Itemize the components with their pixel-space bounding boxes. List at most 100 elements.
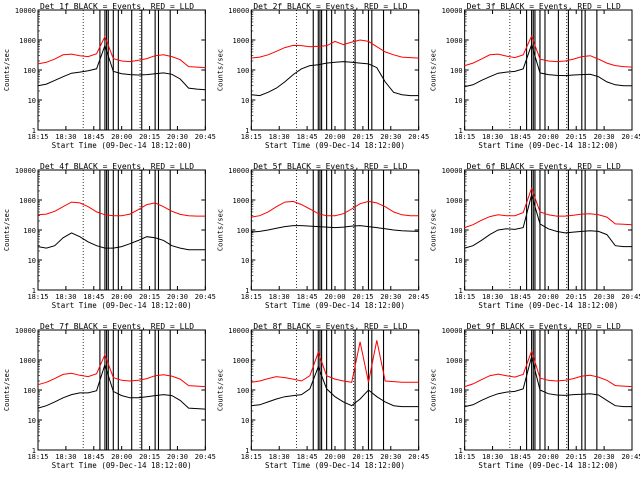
- y-tick-label: 1: [458, 287, 462, 295]
- y-tick-label: 10000: [442, 167, 463, 175]
- plot-frame: [250, 9, 420, 131]
- series-line-events: [37, 362, 206, 410]
- y-tick-label: 1: [32, 287, 36, 295]
- y-axis-label: Counts/sec: [430, 209, 438, 251]
- plot-title: Det 7f BLACK = Events, RED = LLD: [40, 322, 194, 331]
- y-tick-label: 100: [23, 67, 36, 75]
- y-tick-label: 10000: [228, 7, 249, 15]
- x-tick-label: 20:00: [324, 133, 345, 141]
- x-tick-label: 20:45: [408, 453, 429, 461]
- y-axis-label: Counts/sec: [216, 49, 224, 91]
- plot-frame: [464, 329, 633, 451]
- y-tick-label: 10: [28, 97, 36, 105]
- series-line-events: [464, 192, 632, 249]
- y-tick-label: 10: [454, 97, 462, 105]
- x-tick-label: 20:00: [111, 453, 132, 461]
- plot-panel-1: Det 1f BLACK = Events, RED = LLD 1 10 100 10…: [3, 2, 216, 150]
- plot-frame: [464, 169, 633, 291]
- y-tick-label: 100: [237, 227, 250, 235]
- x-tick-label: 18:15: [241, 453, 262, 461]
- y-tick-label: 1: [245, 447, 249, 455]
- y-tick-label: 1000: [232, 197, 249, 205]
- y-tick-label: 1000: [232, 37, 249, 45]
- series-line-lld: [251, 340, 419, 383]
- series-line-events: [37, 232, 206, 251]
- x-tick-label: 18:45: [83, 133, 104, 141]
- x-tick-label: 20:30: [380, 133, 401, 141]
- plot-title: Det 9f BLACK = Events, RED = LLD: [467, 322, 621, 331]
- x-tick-label: 20:15: [352, 293, 373, 301]
- y-tick-label: 100: [450, 67, 463, 75]
- x-tick-label: 18:15: [241, 293, 262, 301]
- y-tick-label: 10: [454, 257, 462, 265]
- x-tick-label: 20:45: [195, 133, 216, 141]
- x-tick-label: 20:00: [111, 293, 132, 301]
- series-line-events: [464, 42, 632, 88]
- y-tick-label: 10: [241, 257, 249, 265]
- plot-panel-3: Det 3f BLACK = Events, RED = LLD 1 10 100 10…: [430, 2, 640, 150]
- x-tick-label: 18:30: [55, 133, 76, 141]
- series-line-events: [251, 225, 419, 233]
- x-tick-label: 18:45: [510, 453, 531, 461]
- series-line-lld: [37, 353, 206, 388]
- x-axis-label: Start Time (09-Dec-14 18:12:00): [478, 301, 618, 310]
- x-tick-label: 18:45: [510, 293, 531, 301]
- x-tick-label: 18:15: [454, 293, 475, 301]
- x-tick-label: 20:15: [352, 453, 373, 461]
- y-axis-label: Counts/sec: [3, 49, 11, 91]
- x-tick-label: 20:00: [538, 133, 559, 141]
- x-tick-label: 20:30: [594, 293, 615, 301]
- y-tick-label: 1: [245, 287, 249, 295]
- x-tick-label: 18:45: [297, 133, 318, 141]
- x-tick-label: 20:45: [408, 293, 429, 301]
- plot-panel-7: Det 7f BLACK = Events, RED = LLD 1 10 100 10…: [3, 322, 216, 470]
- y-axis-label: Counts/sec: [3, 209, 11, 251]
- series-line-lld: [37, 201, 206, 217]
- y-tick-label: 10000: [228, 327, 249, 335]
- x-axis-label: Start Time (09-Dec-14 18:12:00): [265, 141, 405, 150]
- plot-panel-6: Det 6f BLACK = Events, RED = LLD 1 10 100 10…: [430, 162, 640, 310]
- x-axis-label: Start Time (09-Dec-14 18:12:00): [52, 301, 192, 310]
- x-tick-label: 20:15: [139, 453, 160, 461]
- x-tick-label: 20:15: [139, 293, 160, 301]
- x-tick-label: 20:30: [167, 133, 188, 141]
- x-tick-label: 18:30: [482, 133, 503, 141]
- y-tick-label: 10000: [15, 7, 36, 15]
- y-axis-label: Counts/sec: [216, 369, 224, 411]
- x-tick-label: 20:00: [324, 293, 345, 301]
- x-tick-label: 18:30: [269, 293, 290, 301]
- series-line-events: [37, 44, 206, 91]
- series-line-events: [464, 356, 632, 408]
- x-tick-label: 20:00: [538, 453, 559, 461]
- x-tick-label: 18:45: [510, 133, 531, 141]
- y-tick-label: 1000: [19, 37, 36, 45]
- x-tick-label: 20:30: [167, 453, 188, 461]
- y-tick-label: 10000: [15, 327, 36, 335]
- x-axis-label: Start Time (09-Dec-14 18:12:00): [52, 141, 192, 150]
- x-tick-label: 20:45: [621, 453, 640, 461]
- x-axis-label: Start Time (09-Dec-14 18:12:00): [478, 461, 618, 470]
- plot-frame: [464, 9, 633, 131]
- y-tick-label: 1: [32, 447, 36, 455]
- x-tick-label: 20:00: [324, 453, 345, 461]
- y-tick-label: 1000: [232, 357, 249, 365]
- y-tick-label: 1000: [19, 197, 36, 205]
- y-axis-label: Counts/sec: [430, 369, 438, 411]
- x-tick-label: 18:45: [83, 293, 104, 301]
- x-tick-label: 20:45: [195, 293, 216, 301]
- x-tick-label: 18:15: [454, 133, 475, 141]
- plot-title: Det 8f BLACK = Events, RED = LLD: [253, 322, 407, 331]
- y-tick-label: 10000: [442, 7, 463, 15]
- y-tick-label: 10: [28, 257, 36, 265]
- x-tick-label: 20:15: [566, 133, 587, 141]
- x-tick-label: 18:30: [55, 453, 76, 461]
- x-axis-label: Start Time (09-Dec-14 18:12:00): [265, 461, 405, 470]
- y-tick-label: 100: [450, 387, 463, 395]
- series-line-lld: [464, 349, 633, 388]
- y-axis-label: Counts/sec: [216, 209, 224, 251]
- plot-title: Det 1f BLACK = Events, RED = LLD: [40, 2, 194, 11]
- series-line-events: [251, 365, 419, 408]
- plot-title: Det 4f BLACK = Events, RED = LLD: [40, 162, 194, 171]
- plot-title: Det 6f BLACK = Events, RED = LLD: [467, 162, 621, 171]
